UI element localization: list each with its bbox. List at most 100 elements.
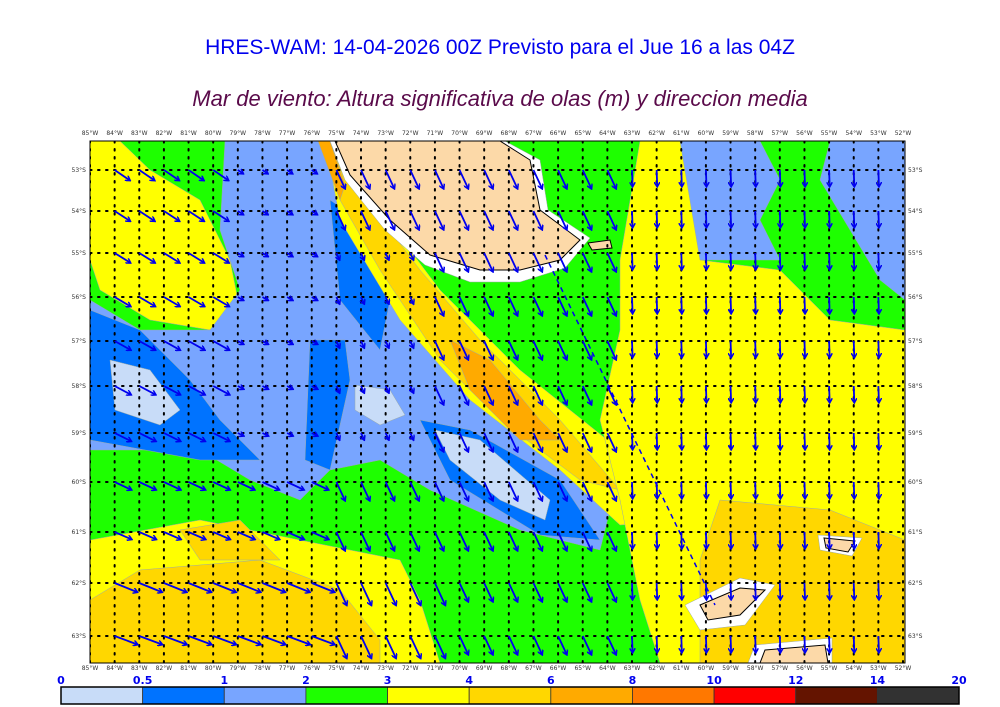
lon-label-top: 83°W xyxy=(131,130,148,137)
wave-direction-arrow xyxy=(731,252,732,269)
lat-label-right: 63°S xyxy=(908,633,923,640)
wave-direction-arrow xyxy=(384,169,394,188)
wave-direction-arrow xyxy=(409,210,418,229)
wave-direction-arrow xyxy=(384,481,394,500)
wave-direction-arrow xyxy=(632,531,633,548)
lon-label-bottom: 81°W xyxy=(180,665,197,672)
wave-direction-arrow xyxy=(262,481,278,490)
wave-direction-arrow xyxy=(434,385,443,404)
wave-direction-arrows xyxy=(114,169,879,658)
lat-label-left: 58°S xyxy=(72,383,87,390)
wave-direction-arrow xyxy=(829,210,830,227)
wave-direction-arrow xyxy=(237,386,243,389)
wave-direction-arrow xyxy=(657,169,658,186)
wave-direction-arrow xyxy=(829,582,830,599)
wave-direction-arrow xyxy=(780,481,781,498)
wave-direction-arrow xyxy=(163,340,180,350)
wave-direction-arrow xyxy=(878,481,879,498)
wave-direction-arrow xyxy=(804,635,805,652)
wave-direction-arrow xyxy=(681,210,682,227)
wave-direction-arrow xyxy=(410,432,413,439)
wave-direction-arrow xyxy=(731,340,732,357)
wave-direction-arrow xyxy=(829,169,830,186)
lon-label-bottom: 52°W xyxy=(895,665,912,672)
lon-label-top: 68°W xyxy=(501,130,518,137)
wave-direction-arrow xyxy=(114,432,131,441)
wave-direction-arrow xyxy=(804,385,805,402)
wave-direction-arrow xyxy=(163,635,186,644)
wave-direction-arrow xyxy=(755,385,756,402)
wave-direction-arrow xyxy=(581,481,591,500)
wave-direction-arrow xyxy=(483,432,492,451)
wave-direction-arrow xyxy=(409,635,420,658)
wave-direction-arrow xyxy=(458,296,468,315)
wave-direction-arrow xyxy=(557,432,566,451)
wave-direction-arrow xyxy=(237,341,243,344)
wave-direction-arrow xyxy=(434,296,443,315)
wave-direction-arrow xyxy=(606,252,615,271)
wave-direction-arrow xyxy=(138,340,155,350)
wave-direction-arrow xyxy=(212,169,228,180)
wave-direction-arrow xyxy=(731,296,732,313)
wave-direction-arrow xyxy=(854,385,855,402)
wave-direction-arrow xyxy=(434,169,443,188)
chart-title: HRES-WAM: 14-04-2026 00Z Previsto para e… xyxy=(205,36,795,59)
lat-label-right: 56°S xyxy=(908,294,923,301)
wave-direction-arrow xyxy=(114,385,131,394)
wave-direction-arrow xyxy=(361,252,364,259)
wave-direction-arrow xyxy=(386,432,389,439)
lat-label-left: 62°S xyxy=(72,580,87,587)
colorbar-swatch xyxy=(713,686,797,705)
wave-direction-arrow xyxy=(458,210,468,229)
wave-direction-arrow xyxy=(878,432,879,449)
wave-direction-arrow xyxy=(261,170,267,173)
wave-direction-arrow xyxy=(557,385,566,404)
wave-direction-arrow xyxy=(458,481,468,500)
wave-direction-arrow xyxy=(878,169,879,186)
lon-label-top: 58°W xyxy=(747,130,764,137)
lat-label-right: 62°S xyxy=(908,580,923,587)
lon-label-top: 56°W xyxy=(796,130,813,137)
wave-direction-arrow xyxy=(532,432,541,451)
wave-direction-arrow xyxy=(804,296,805,313)
map-frame xyxy=(89,140,906,664)
wave-direction-arrow xyxy=(188,531,206,539)
wave-direction-arrow xyxy=(755,531,756,548)
lon-label-top: 53°W xyxy=(870,130,887,137)
wave-direction-arrow xyxy=(188,635,211,644)
wave-direction-arrow xyxy=(632,481,633,498)
lat-label-left: 63°S xyxy=(72,633,87,640)
wave-direction-arrow xyxy=(311,211,317,214)
wave-direction-arrow xyxy=(262,635,284,644)
wave-direction-arrow xyxy=(606,296,615,315)
lon-label-top: 78°W xyxy=(254,130,271,137)
colorbar-label: 12 xyxy=(788,674,803,687)
wave-direction-arrow xyxy=(657,432,658,449)
wave-direction-arrow xyxy=(409,531,418,550)
wave-direction-arrow xyxy=(508,340,517,359)
colorbar-label: 0 xyxy=(57,674,65,687)
lon-label-top: 66°W xyxy=(550,130,567,137)
wave-direction-arrow xyxy=(657,531,658,548)
wave-direction-arrow xyxy=(434,582,445,605)
wave-direction-arrow xyxy=(780,582,781,599)
lon-label-bottom: 68°W xyxy=(501,665,518,672)
colorbar-swatch xyxy=(142,686,225,705)
lon-label-bottom: 79°W xyxy=(230,665,247,672)
lon-label-top: 57°W xyxy=(772,130,789,137)
wave-direction-arrow xyxy=(262,582,284,592)
wave-direction-arrow xyxy=(188,296,204,306)
wave-direction-arrow xyxy=(361,340,364,347)
wave-direction-arrow xyxy=(854,432,855,449)
lon-label-bottom: 64°W xyxy=(599,665,616,672)
wave-direction-arrow xyxy=(706,635,707,652)
lat-label-left: 56°S xyxy=(72,294,87,301)
wave-direction-arrow xyxy=(581,432,591,451)
colorbar: 0 0.5 1 2 3 4 6 8 10 12 14 20 xyxy=(57,674,967,705)
wave-direction-arrow xyxy=(657,252,658,269)
wave-direction-arrow xyxy=(386,296,389,303)
wave-direction-arrow xyxy=(532,296,541,315)
wave-direction-arrow xyxy=(114,481,131,490)
lon-label-bottom: 73°W xyxy=(377,665,394,672)
wave-direction-arrow xyxy=(706,582,707,599)
